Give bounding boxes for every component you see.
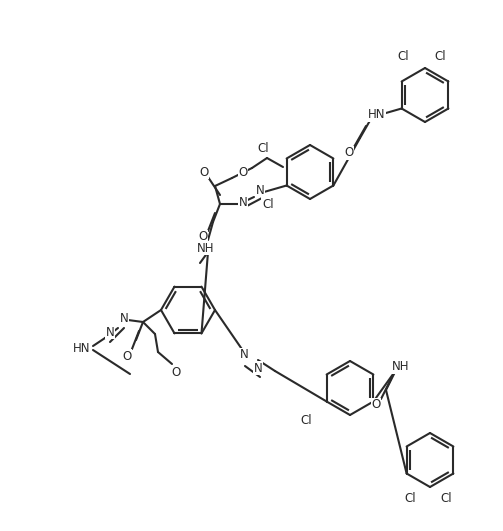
Text: Cl: Cl: [257, 141, 269, 155]
Text: O: O: [371, 398, 381, 412]
Text: O: O: [198, 230, 208, 244]
Text: NH: NH: [197, 242, 215, 254]
Text: Cl: Cl: [262, 198, 274, 210]
Text: NH: NH: [392, 361, 409, 373]
Text: O: O: [345, 147, 354, 159]
Text: O: O: [238, 167, 247, 179]
Text: O: O: [122, 349, 132, 363]
Text: N: N: [256, 184, 265, 196]
Text: Cl: Cl: [440, 492, 452, 506]
Text: O: O: [172, 365, 181, 379]
Text: HN: HN: [72, 341, 90, 355]
Text: Cl: Cl: [397, 49, 409, 63]
Text: N: N: [106, 326, 114, 338]
Text: O: O: [199, 166, 209, 178]
Text: N: N: [238, 195, 247, 209]
Text: N: N: [239, 348, 248, 362]
Text: Cl: Cl: [404, 492, 416, 506]
Text: N: N: [254, 362, 263, 374]
Text: HN: HN: [368, 108, 385, 122]
Text: N: N: [120, 312, 128, 324]
Text: Cl: Cl: [434, 49, 446, 63]
Text: Cl: Cl: [300, 414, 312, 426]
